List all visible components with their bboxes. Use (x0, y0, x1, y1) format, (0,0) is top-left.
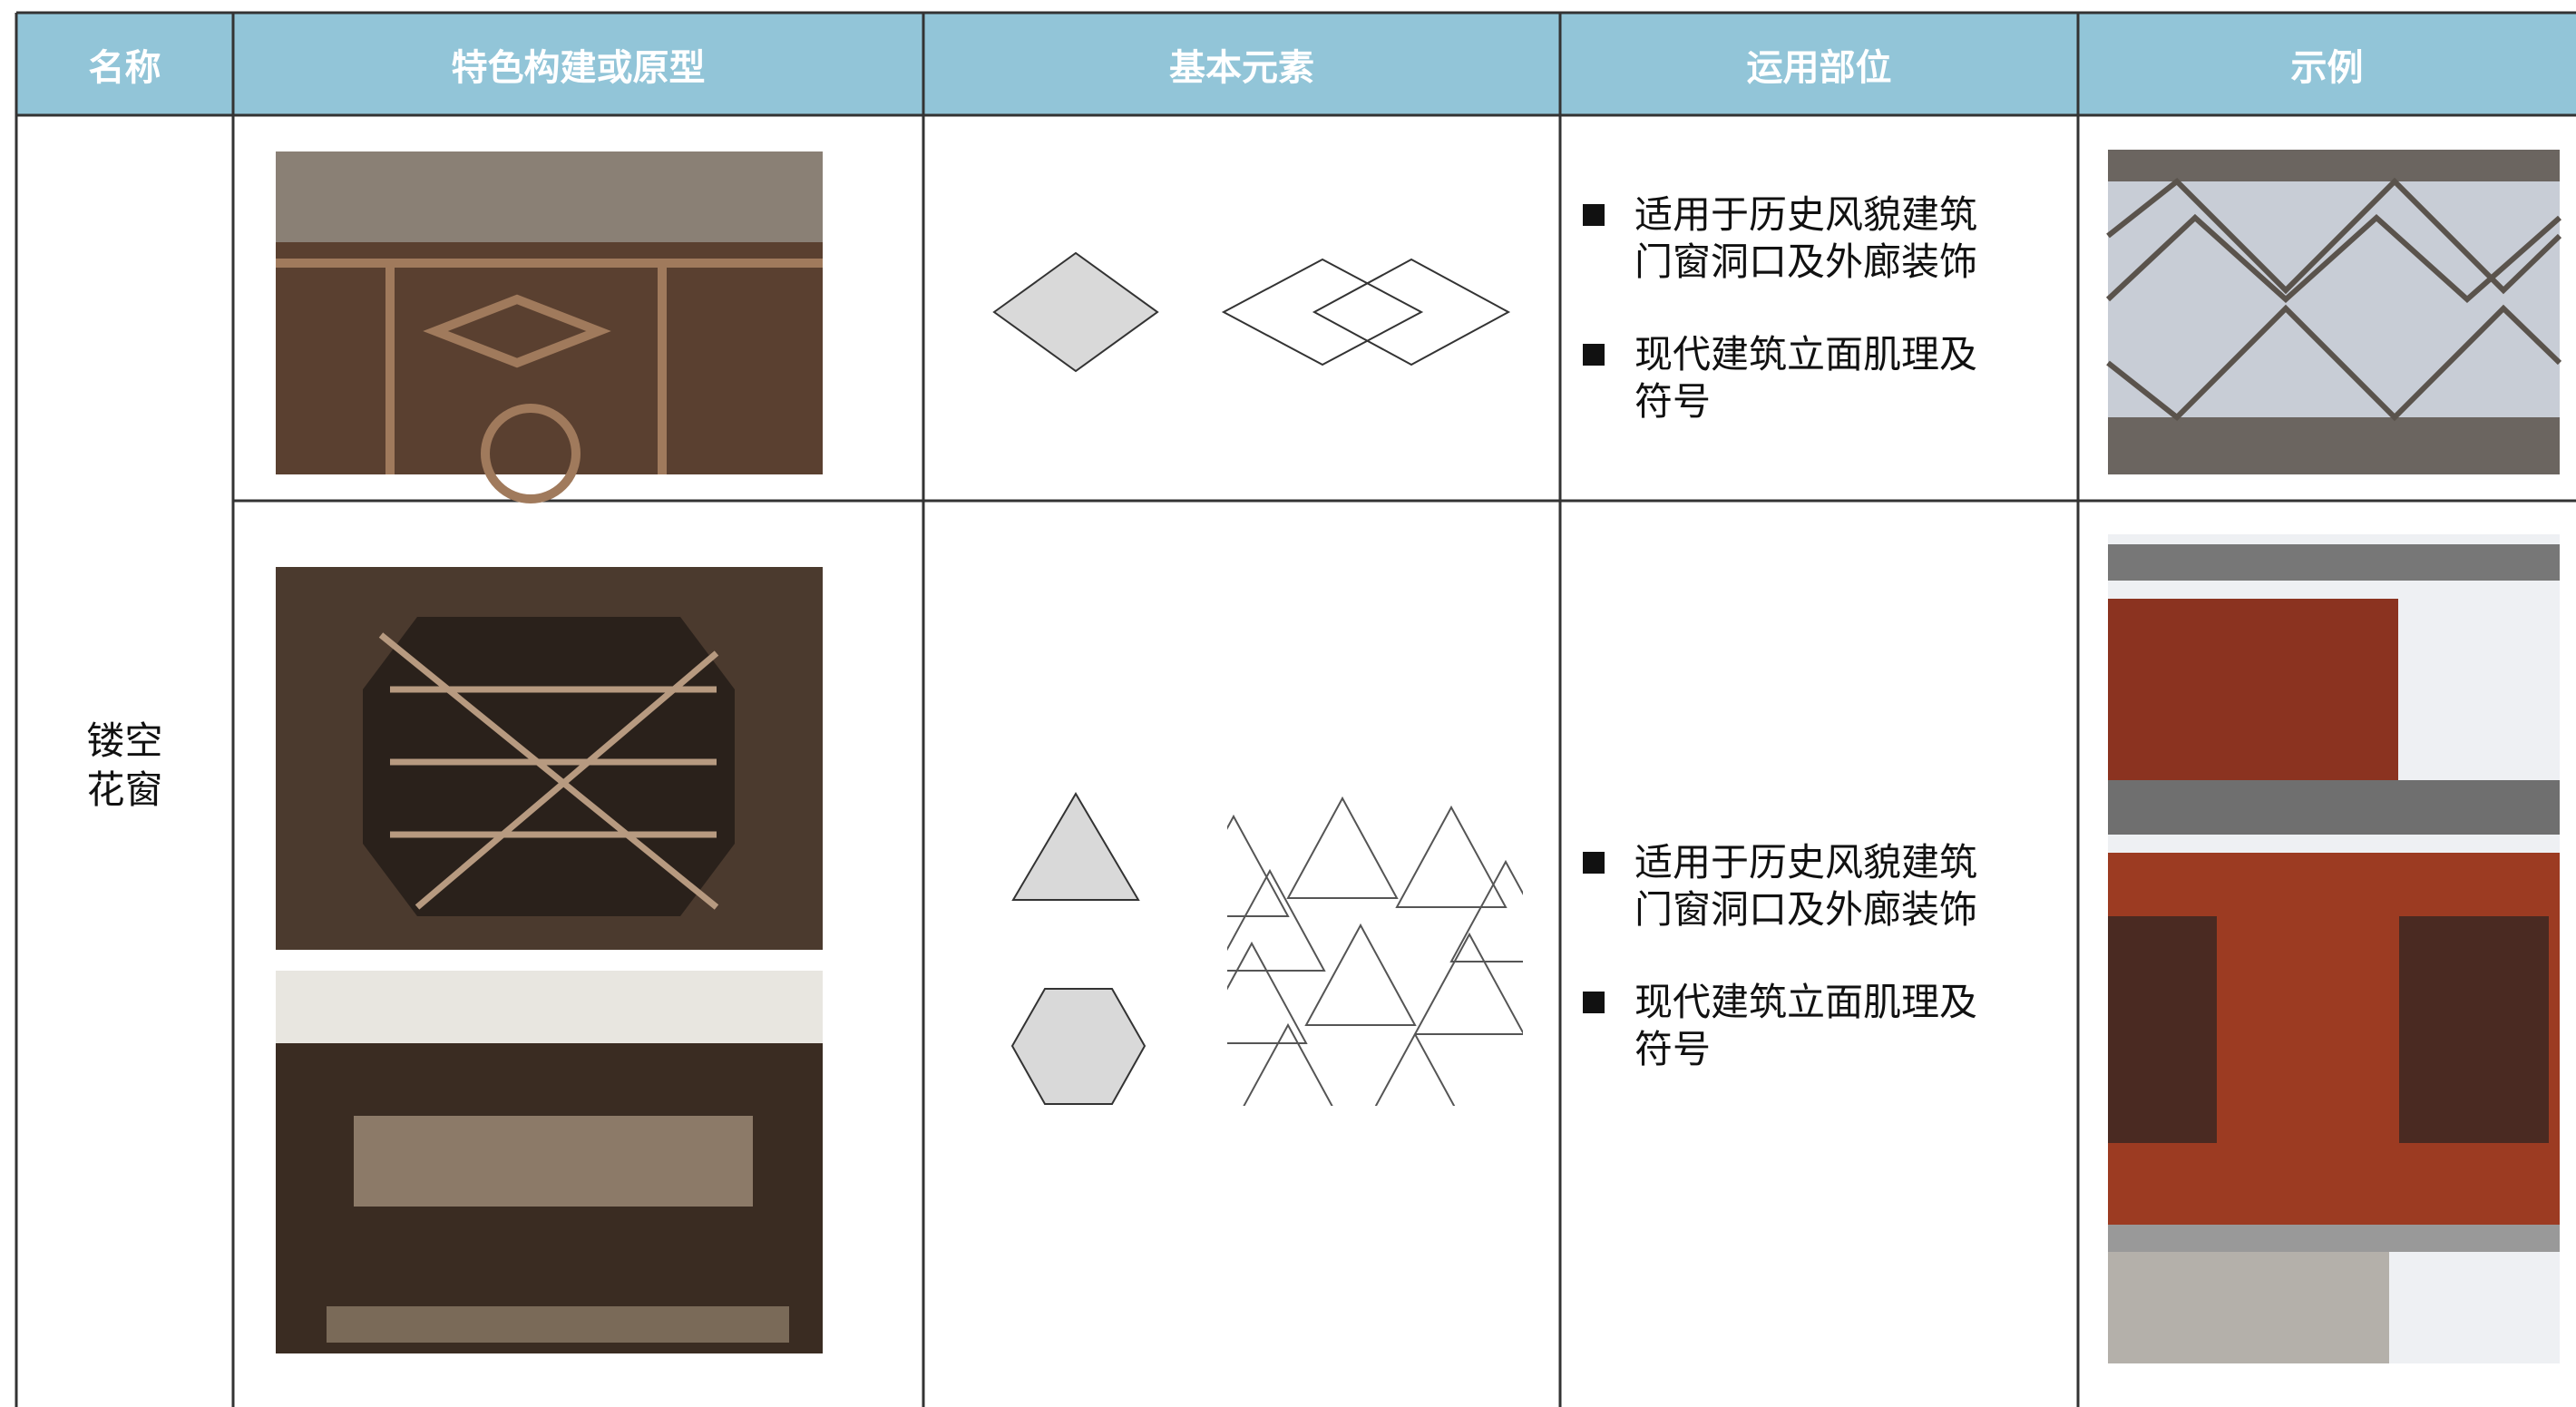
bullet (1583, 204, 1605, 226)
bullet (1583, 852, 1605, 874)
diamond-outline (1221, 258, 1424, 366)
usage-text: 适用于历史风貌建筑门窗洞口及外廊装饰 (1634, 192, 1978, 284)
header-cell: 运用部位 (1746, 46, 1892, 89)
name-text: 镂空花窗 (86, 718, 163, 812)
photo (2108, 534, 2560, 1363)
diamond (992, 251, 1159, 373)
usage-text: 现代建筑立面肌理及符号 (1634, 332, 1978, 424)
grid (15, 11, 2576, 1407)
photo (2105, 150, 2562, 474)
name-cell: 镂空花窗 (16, 717, 233, 815)
photo (276, 151, 823, 503)
triangle (1011, 792, 1140, 901)
photo (276, 971, 823, 1353)
photo (276, 567, 823, 950)
usage-text: 适用于历史风貌建筑门窗洞口及外廊装饰 (1634, 840, 1978, 932)
hexagon (1010, 988, 1147, 1105)
header-cell: 特色构建或原型 (451, 46, 706, 89)
diamond-outline (1312, 258, 1511, 366)
triangle-pattern (1227, 796, 1523, 1106)
bullet (1583, 344, 1605, 366)
usage-text: 现代建筑立面肌理及符号 (1634, 980, 1978, 1071)
header-cell: 示例 (2290, 46, 2364, 89)
bullet (1583, 992, 1605, 1013)
header-band (16, 13, 2576, 115)
header-cell: 基本元素 (1169, 46, 1314, 89)
header-cell: 名称 (88, 46, 161, 89)
